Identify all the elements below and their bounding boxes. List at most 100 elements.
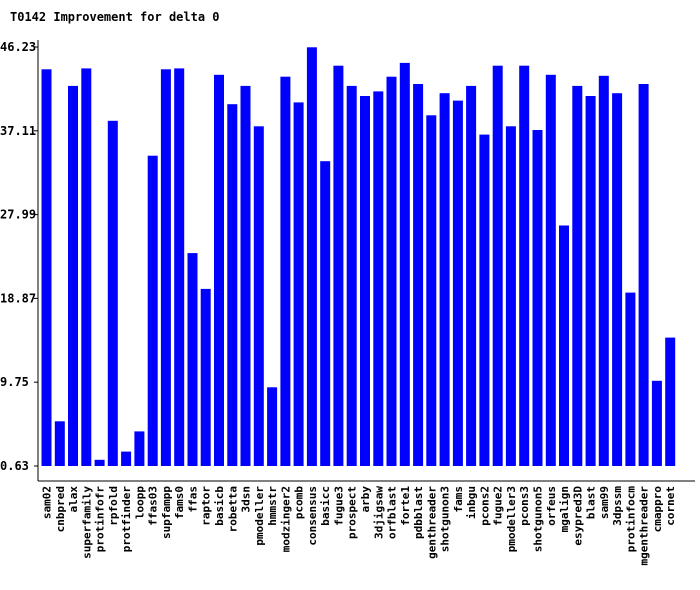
bar-protinfocm <box>625 292 636 466</box>
bar-3djigsaw <box>373 91 384 467</box>
bar-genthreader <box>426 115 437 467</box>
bar-basicb <box>214 74 224 467</box>
bar-fugue2 <box>492 65 503 466</box>
x-tick-label: alax <box>67 486 80 513</box>
y-tick-label: 9.75 <box>0 375 29 389</box>
x-tick-label: ffas03 <box>147 486 160 526</box>
y-tick-label: 37.11 <box>0 124 36 138</box>
x-tick-label: 3dsn <box>240 486 253 513</box>
bar-fugue3 <box>333 65 344 466</box>
x-tick-label: sam02 <box>41 486 54 519</box>
bar-shotgunon3 <box>439 93 450 466</box>
x-tick-label: 3dpssm <box>611 486 624 526</box>
bar-ffas03 <box>147 155 158 466</box>
y-tick-label: 46.23 <box>0 40 36 54</box>
x-tick-label: protinfofr <box>94 486 107 553</box>
x-tick-label: sam99 <box>598 486 611 519</box>
x-tick-label: cmappro <box>651 486 664 533</box>
y-tick-label: 0.63 <box>0 459 29 473</box>
x-tick-label: genthreader <box>425 486 438 559</box>
x-tick-label: consensus <box>306 486 319 546</box>
bar-prospect <box>346 85 357 467</box>
x-tick-label: rpfold <box>107 486 120 526</box>
bar-mgalign <box>559 225 569 466</box>
bar-fams0 <box>174 68 185 467</box>
y-tick-label: 27.99 <box>0 208 36 222</box>
bar-shotgunon5 <box>532 130 543 466</box>
x-tick-label: mgenthreader <box>638 486 651 566</box>
x-tick-label: fams0 <box>173 486 186 519</box>
x-tick-label: orfblast <box>386 486 399 539</box>
x-tick-label: fugue3 <box>332 486 345 526</box>
x-tick-label: protinfocm <box>624 486 637 553</box>
x-axis-labels: sam02 cnbpred alax superfamily protinfofr rpf… <box>41 486 678 566</box>
bar-pmodeller3 <box>505 126 516 467</box>
x-tick-label: forte1 <box>399 486 412 526</box>
bar-raptor <box>200 288 211 466</box>
bar-mgenthreader <box>638 84 649 466</box>
bar-pdbblast <box>413 84 424 466</box>
x-tick-label: hmmstr <box>266 486 279 526</box>
bar-basicc <box>320 161 331 466</box>
x-tick-label: cornet <box>664 486 677 526</box>
x-tick-label: fams <box>452 486 465 513</box>
bar-hmmstr <box>267 387 278 466</box>
bar-arby <box>360 96 370 466</box>
x-tick-label: arby <box>359 486 372 513</box>
bar-pcomb <box>293 102 304 467</box>
bar-cornet <box>665 337 676 466</box>
x-tick-label: pdbblast <box>412 486 425 539</box>
x-tick-label: cnbpred <box>54 486 67 532</box>
x-tick-label: modzinger2 <box>279 486 292 552</box>
bar-inbgu <box>466 85 477 467</box>
x-tick-label: prospect <box>346 486 359 539</box>
x-tick-label: pcomb <box>293 486 306 519</box>
bar-pcons3 <box>519 65 530 466</box>
bar-modzinger2 <box>280 76 291 466</box>
bar-rpfold <box>107 120 118 467</box>
bar-loopp <box>134 431 145 466</box>
bar-cmappro <box>651 380 662 466</box>
x-tick-label: pcons3 <box>518 486 531 526</box>
x-tick-label: pmodeller3 <box>505 486 518 552</box>
bar-supfampp <box>160 69 171 467</box>
x-tick-label: superfamily <box>80 486 93 559</box>
bar-orfeus <box>545 74 556 467</box>
x-tick-label: basicc <box>319 486 332 526</box>
chart-title: T0142 Improvement for delta 0 <box>10 10 220 24</box>
bar-alax <box>68 85 78 467</box>
bar-pmodeller <box>253 126 264 467</box>
x-tick-label: esypred3D <box>571 486 584 546</box>
x-tick-label: orfeus <box>545 486 558 526</box>
bar-protfinder <box>121 451 132 466</box>
x-tick-label: mgalign <box>558 486 571 532</box>
bar-esypred3D <box>572 85 583 467</box>
x-tick-label: 3djigsaw <box>372 486 385 539</box>
bar-3dpssm <box>612 93 623 466</box>
x-tick-label: loopp <box>133 486 146 519</box>
x-tick-label: pmodeller <box>253 486 266 546</box>
bar-fams <box>452 100 463 466</box>
bar-ffas <box>187 253 198 466</box>
bars-group <box>41 47 676 467</box>
bar-protinfofr <box>94 459 105 466</box>
bar-pcons2 <box>479 134 490 466</box>
x-tick-label: blast <box>585 486 598 519</box>
y-tick-label: 18.87 <box>0 291 36 305</box>
x-tick-label: ffas <box>187 486 200 513</box>
x-tick-label: shotgunon5 <box>532 486 545 552</box>
x-tick-label: supfampp <box>160 486 173 539</box>
bar-cnbpred <box>54 421 65 466</box>
x-tick-label: shotgunon3 <box>439 486 452 552</box>
bar-orfblast <box>386 76 397 466</box>
x-tick-label: fugue2 <box>492 486 505 526</box>
bar-3dsn <box>240 85 251 467</box>
x-tick-label: basicb <box>213 486 226 526</box>
x-tick-label: protfinder <box>120 486 133 553</box>
bar-blast <box>585 96 596 466</box>
x-tick-label: inbgu <box>465 486 478 519</box>
bar-sam02 <box>41 69 52 467</box>
bar-consensus <box>306 47 317 467</box>
bar-sam99 <box>598 75 609 467</box>
